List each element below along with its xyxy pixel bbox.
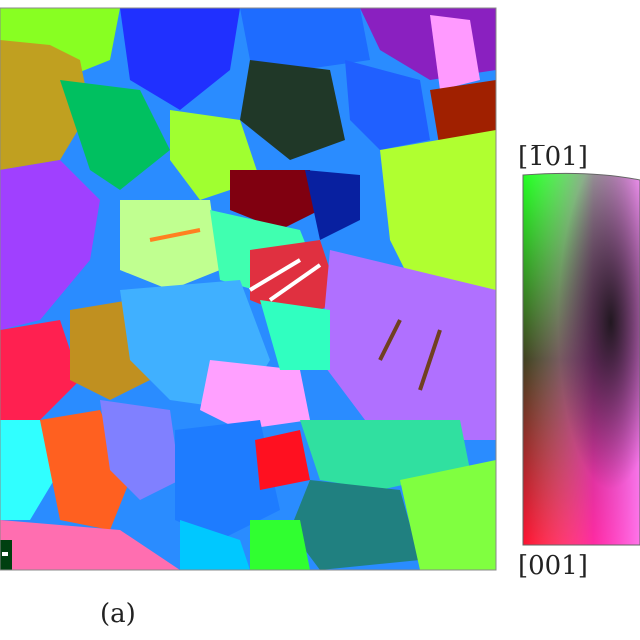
ipf-key [522, 172, 640, 546]
bottom-direction-label: [001] [518, 551, 588, 581]
top-direction-label: [1̅01] [518, 142, 588, 172]
map-border [0, 7, 497, 571]
panel-label: (a) [100, 599, 136, 629]
orientation-map [0, 8, 496, 570]
